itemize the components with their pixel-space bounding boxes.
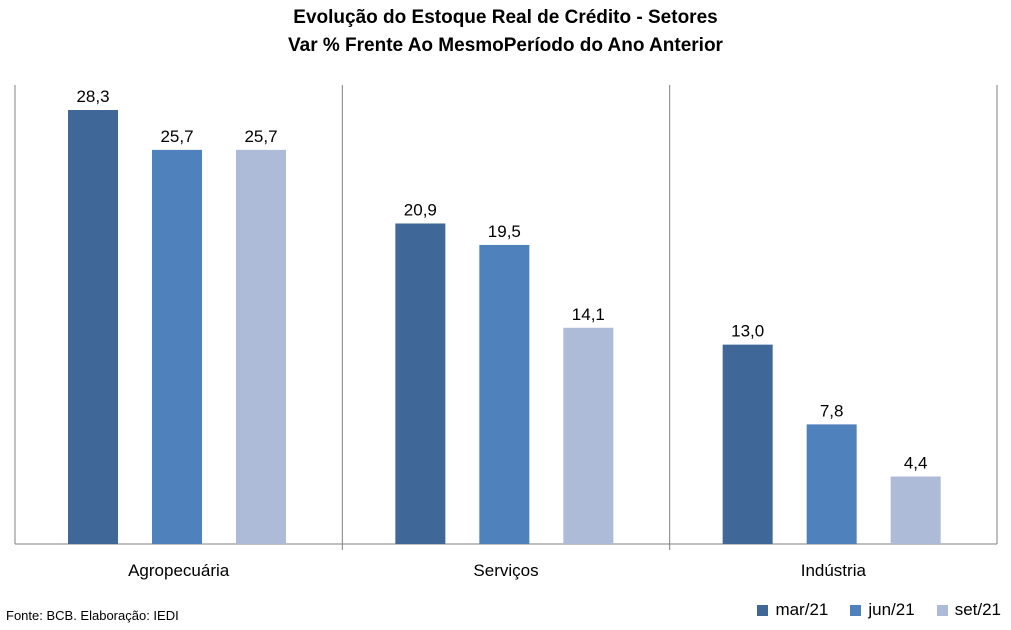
legend-label: set/21	[954, 600, 1001, 619]
category-label: Agropecuária	[128, 561, 230, 580]
bar-mar21-0	[68, 110, 118, 544]
bar-set21-1	[563, 327, 614, 544]
bar-set21-0	[236, 149, 286, 544]
data-label: 7,8	[820, 401, 844, 420]
legend: mar/21 jun/21 set/21	[757, 600, 1001, 620]
data-label: 4,4	[904, 454, 928, 473]
bar-jun21-1	[479, 244, 530, 544]
data-label: 28,3	[76, 87, 109, 106]
bar-jun21-0	[152, 149, 202, 544]
bar-jun21-2	[806, 424, 857, 544]
data-label: 20,9	[404, 200, 437, 219]
bar-mar21-1	[395, 223, 446, 544]
bar-set21-2	[890, 476, 941, 544]
data-label: 13,0	[731, 322, 764, 341]
data-label: 14,1	[572, 305, 605, 324]
bar-mar21-2	[722, 344, 773, 544]
legend-label: mar/21	[775, 600, 829, 619]
data-label: 25,7	[244, 127, 277, 146]
legend-swatch	[936, 604, 948, 616]
legend-item-jun21: jun/21	[850, 600, 915, 620]
chart-title: Evolução do Estoque Real de Crédito - Se…	[293, 7, 718, 28]
legend-swatch	[757, 604, 769, 616]
data-label: 19,5	[488, 222, 521, 241]
legend-item-mar21: mar/21	[757, 600, 828, 620]
legend-item-set21: set/21	[936, 600, 1001, 620]
category-label: Serviços	[473, 561, 538, 580]
category-label: Indústria	[801, 561, 867, 580]
legend-swatch	[850, 604, 862, 616]
chart-subtitle: Var % Frente Ao MesmoPeríodo do Ano Ante…	[288, 35, 723, 56]
legend-label: jun/21	[868, 600, 915, 619]
data-label: 25,7	[160, 127, 193, 146]
source-note: Fonte: BCB. Elaboração: IEDI	[6, 608, 179, 623]
